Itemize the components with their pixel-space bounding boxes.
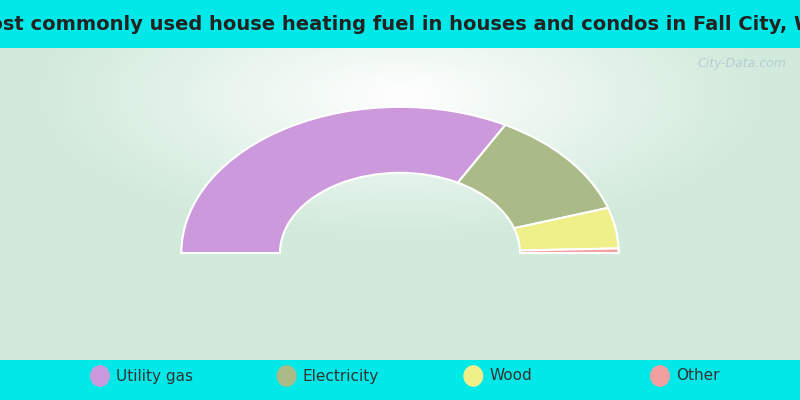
Ellipse shape [650,365,670,387]
Text: Wood: Wood [490,368,532,384]
Wedge shape [458,125,608,228]
Wedge shape [520,248,618,253]
Text: Electricity: Electricity [302,368,379,384]
Wedge shape [182,107,506,253]
Ellipse shape [277,365,297,387]
Wedge shape [514,208,618,250]
Ellipse shape [90,365,110,387]
Text: Other: Other [676,368,719,384]
Text: Most commonly used house heating fuel in houses and condos in Fall City, WA: Most commonly used house heating fuel in… [0,14,800,34]
Ellipse shape [463,365,483,387]
Text: City-Data.com: City-Data.com [698,57,786,70]
Text: Utility gas: Utility gas [116,368,193,384]
